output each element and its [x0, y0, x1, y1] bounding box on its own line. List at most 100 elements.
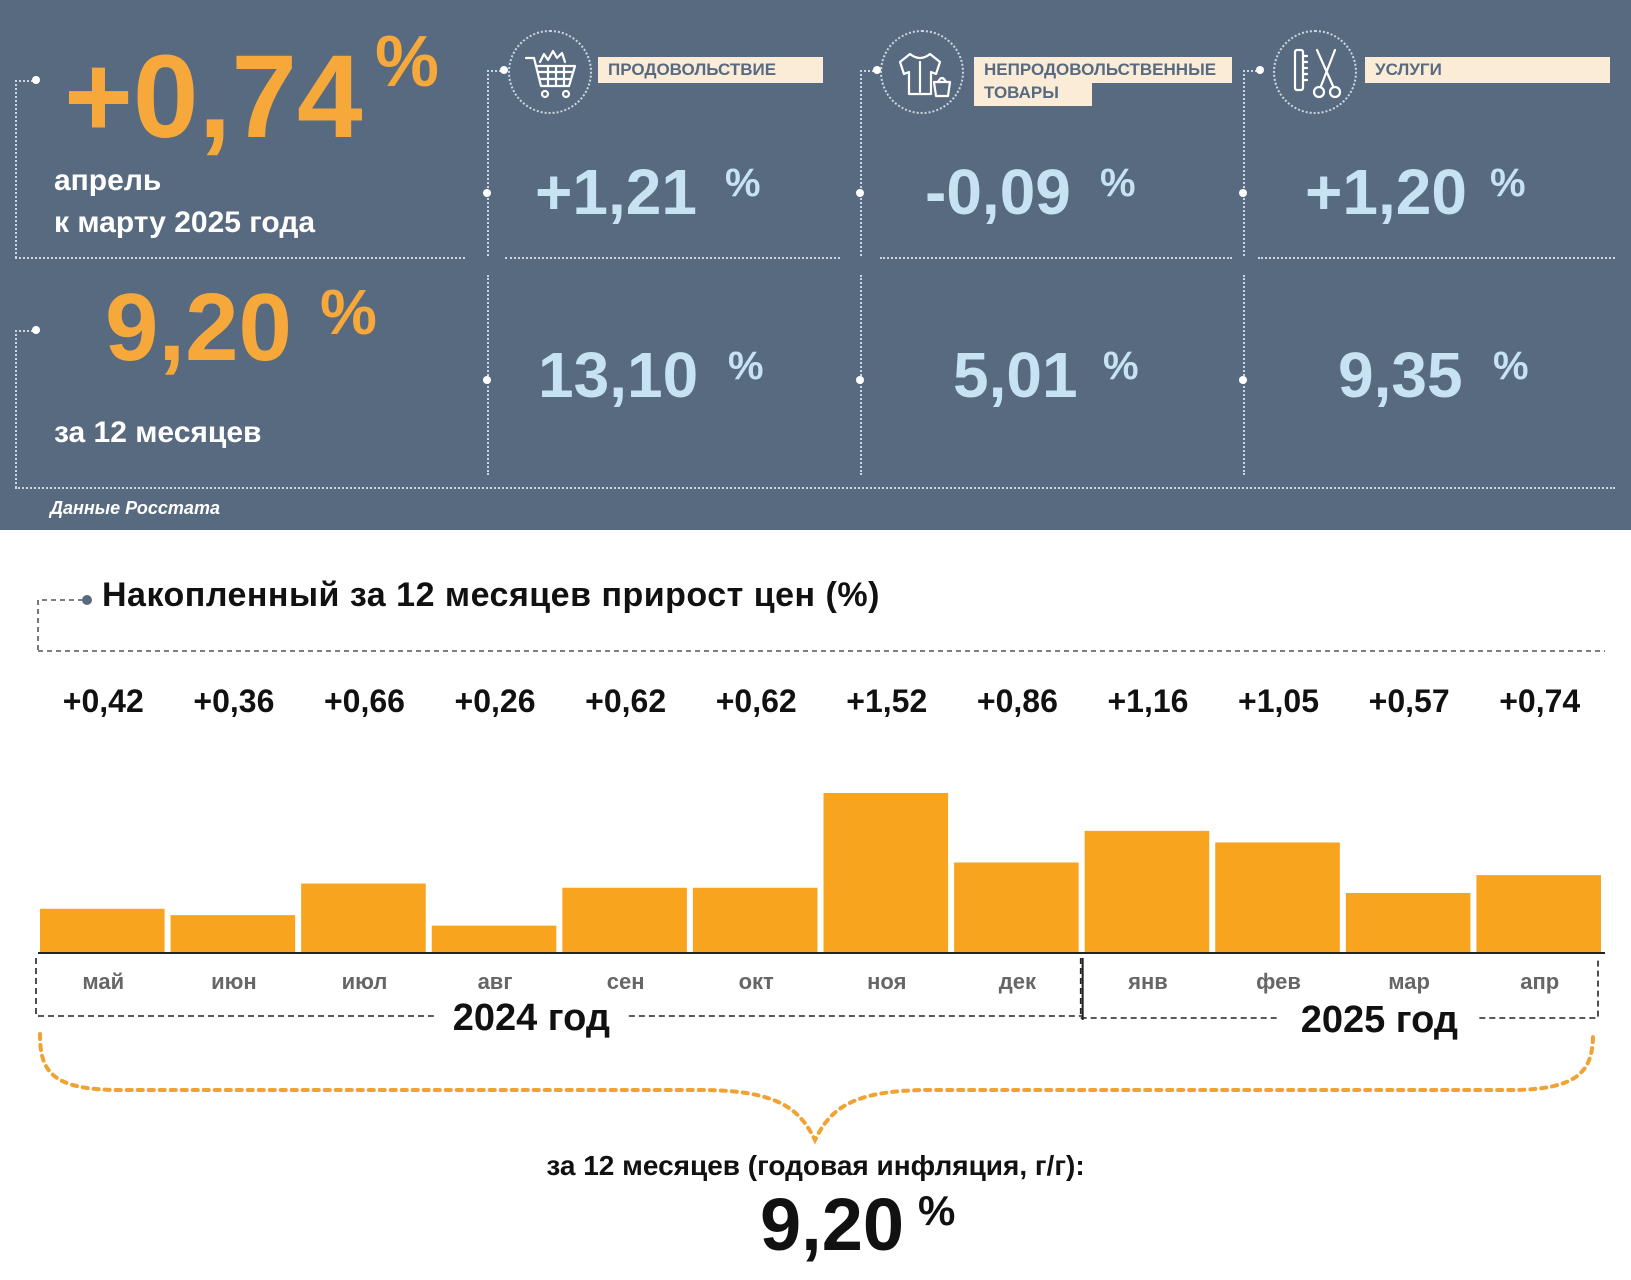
connector-dot [856, 189, 864, 197]
bar-сен [562, 887, 687, 953]
value-label-авг: +0,26 [455, 683, 536, 719]
services-annual-unit: % [1493, 344, 1529, 388]
food-monthly-unit: % [725, 161, 761, 205]
connector-line [860, 70, 874, 72]
bar-авг [431, 925, 557, 953]
bar-chart: +0,42 +0,36 +0,66 +0,26 +0,62 +0,62 +1,52 +0,86… [35, 595, 1605, 1145]
connector-line [15, 80, 33, 82]
title-dot [82, 595, 92, 605]
connector-dot [32, 326, 40, 334]
value-label-окт: +0,62 [716, 683, 797, 719]
bars [40, 793, 1601, 953]
divider-line [15, 257, 465, 259]
bar-окт [692, 887, 818, 953]
monthly-value: +0,74 [64, 31, 363, 163]
value-label-ноя: +1,52 [846, 683, 927, 719]
connector-line [1243, 70, 1245, 256]
source-note: Данные Росстата [50, 498, 220, 518]
food-monthly-value: +1,21 [535, 156, 697, 228]
annual-inflation-value: 9,20 [760, 1183, 905, 1266]
connector-line [487, 70, 501, 72]
services-monthly-value: +1,20 [1305, 156, 1467, 228]
bar-ноя [823, 793, 949, 953]
nonfood-annual-unit: % [1103, 344, 1139, 388]
connector-line [487, 70, 489, 256]
connector-line [15, 80, 17, 258]
services-monthly-unit: % [1490, 161, 1526, 205]
clothes-bag-icon [880, 30, 964, 114]
month-label-мар: мар [1388, 969, 1430, 994]
nonfood-annual-value: 5,01 [953, 339, 1078, 411]
annual-inflation-unit: % [918, 1187, 956, 1234]
bar-янв [1084, 830, 1210, 953]
bar-июл [301, 883, 426, 953]
bar-май [40, 908, 165, 953]
connector-dot [483, 189, 491, 197]
year-label: 2025 год [1301, 999, 1458, 1041]
bar-апр [1476, 875, 1601, 953]
connector-line [860, 70, 862, 256]
comb-scissors-icon [1273, 30, 1357, 114]
divider-line [505, 257, 840, 259]
category-label-services: УСЛУГИ [1365, 57, 1610, 83]
month-label-сен: сен [607, 969, 645, 994]
year-bracket-left [35, 958, 434, 1017]
connector-dot [32, 76, 40, 84]
monthly-caption-line1: апрель [54, 164, 162, 197]
chart-title: Накопленный за 12 месяцев прирост цен (%… [102, 576, 880, 614]
year-groups: 2024 год 2025 год [35, 958, 1599, 1041]
bar-мар [1345, 893, 1471, 953]
value-label-дек: +0,86 [977, 683, 1058, 719]
connector-line [860, 275, 862, 475]
connector-line [1243, 70, 1257, 72]
title-connector [37, 599, 82, 650]
connector-line [15, 330, 33, 332]
month-label-ноя: ноя [867, 969, 906, 994]
category-label-nonfood-line2: ТОВАРЫ [974, 80, 1092, 106]
month-label-дек: дек [999, 969, 1037, 994]
month-label-июл: июл [342, 969, 388, 994]
connector-line [1243, 275, 1245, 475]
value-label-июл: +0,66 [324, 683, 405, 719]
category-label-nonfood-line1: НЕПРОДОВОЛЬСТВЕННЫЕ [974, 57, 1232, 83]
month-label-янв: янв [1127, 969, 1168, 994]
month-labels: май июн июл авг сен окт ноя дек янв фев мар апр [82, 969, 1559, 994]
month-label-окт: окт [739, 969, 774, 994]
bar-дек [954, 862, 1079, 953]
bar-фев [1215, 842, 1340, 953]
month-label-май: май [82, 969, 124, 994]
divider-line [880, 257, 1232, 259]
orange-brace [38, 1032, 1595, 1145]
value-label-фев: +1,05 [1238, 683, 1319, 719]
food-annual-unit: % [728, 344, 764, 388]
divider-line [15, 487, 1615, 489]
connector-dot [500, 66, 508, 74]
summary-panel: +0,74 % апрель к марту 2025 года 9,20 % … [0, 0, 1631, 530]
month-label-апр: апр [1520, 969, 1559, 994]
value-label-май: +0,42 [63, 683, 144, 719]
food-annual-value: 13,10 [538, 339, 699, 411]
services-annual-value: 9,35 [1338, 339, 1463, 411]
connector-dot [856, 376, 864, 384]
shopping-cart-icon [508, 30, 592, 114]
connector-dot [483, 376, 491, 384]
month-label-авг: авг [478, 969, 513, 994]
connector-dot [1256, 66, 1264, 74]
value-label-апр: +0,74 [1499, 683, 1580, 719]
value-labels: +0,42 +0,36 +0,66 +0,26 +0,62 +0,62 +1,52 +0,86… [63, 683, 1581, 719]
value-label-сен: +0,62 [585, 683, 666, 719]
nonfood-monthly-value: -0,09 [925, 156, 1071, 228]
nonfood-monthly-unit: % [1100, 161, 1136, 205]
year-label: 2024 год [453, 997, 610, 1039]
divider-line [1258, 257, 1615, 259]
annual-inflation-label: за 12 месяцев (годовая инфляция, г/г): [546, 1150, 1085, 1181]
connector-line [15, 330, 17, 488]
annual-unit: % [320, 276, 377, 348]
annual-value: 9,20 [105, 274, 292, 381]
month-label-фев: фев [1256, 969, 1301, 994]
connector-dot [1239, 189, 1247, 197]
annual-caption: за 12 месяцев [54, 416, 262, 449]
connector-dot [873, 66, 881, 74]
value-label-янв: +1,16 [1107, 683, 1188, 719]
connector-dot [1239, 376, 1247, 384]
